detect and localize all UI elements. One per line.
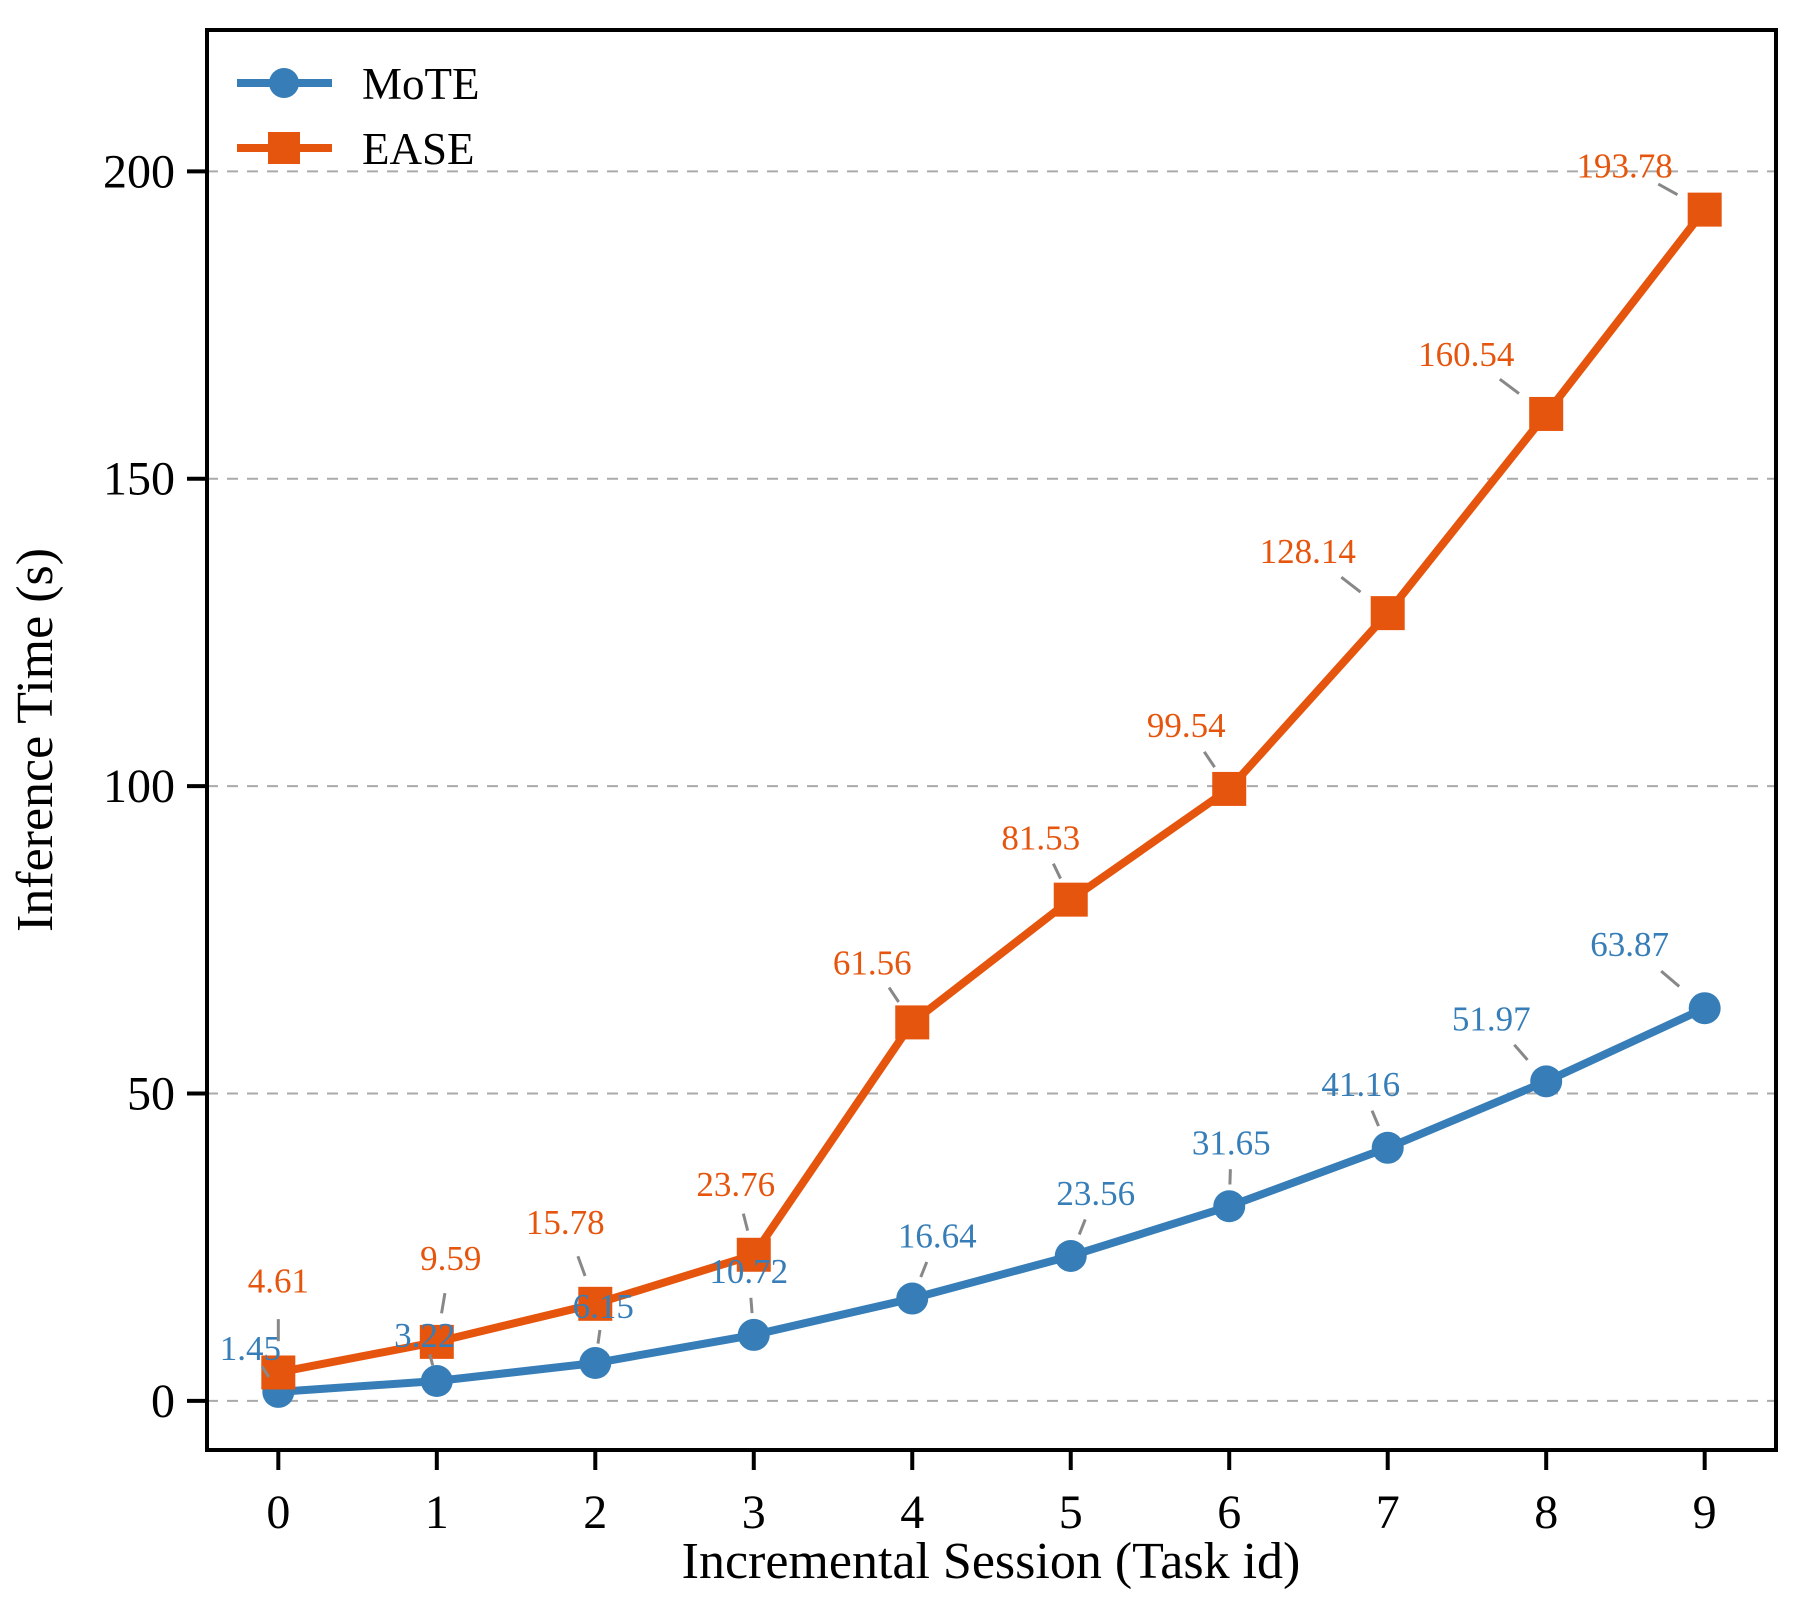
mote-point-6 — [1213, 1190, 1246, 1223]
mote-value-label-1: 3.22 — [394, 1316, 455, 1355]
ease-value-label-9: 193.78 — [1577, 147, 1673, 186]
ease-value-label-1: 9.59 — [420, 1239, 481, 1278]
mote-point-3 — [737, 1318, 770, 1351]
ease-point-3 — [736, 1237, 771, 1272]
ease-value-label-0: 4.61 — [248, 1261, 309, 1300]
ease-label-leader-5 — [1051, 863, 1062, 880]
ease-label-leader-1 — [440, 1292, 447, 1314]
mote-label-leader-7 — [1370, 1110, 1380, 1127]
series-ease — [261, 192, 1722, 1390]
ease-label-leader-7 — [1340, 575, 1362, 594]
mote-point-4 — [896, 1282, 929, 1315]
mote-value-label-8: 51.97 — [1452, 999, 1531, 1038]
x-tick-label-8: 8 — [1534, 1486, 1558, 1539]
mote-label-leader-0 — [260, 1365, 271, 1378]
y-tick-label-150: 150 — [103, 453, 175, 506]
legend-item-mote: MoTE — [237, 59, 480, 109]
point-labels-layer: 1.45 3.22 6.15 10.72 16.64 23.56 31.65 41.16 51.… — [220, 147, 1681, 1378]
mote-point-8 — [1530, 1065, 1563, 1098]
x-tick-label-1: 1 — [425, 1486, 449, 1539]
ease-point-5 — [1053, 882, 1088, 917]
ease-point-6 — [1212, 771, 1247, 806]
mote-point-5 — [1054, 1239, 1087, 1272]
ease-value-label-7: 128.14 — [1260, 532, 1356, 571]
mote-value-label-3: 10.72 — [709, 1252, 788, 1291]
ease-value-label-3: 23.76 — [696, 1165, 775, 1204]
grid-layer — [207, 170, 1776, 1402]
ticks-layer: 0 50 100 150 200 0 1 2 3 4 5 6 7 8 9 — [103, 145, 1717, 1539]
ease-value-label-8: 160.54 — [1418, 335, 1514, 374]
mote-circle-marker-icon — [269, 68, 299, 98]
x-tick-label-4: 4 — [900, 1486, 924, 1539]
mote-value-label-5: 23.56 — [1056, 1174, 1135, 1213]
ease-point-9 — [1687, 192, 1722, 227]
series-mote-line — [274, 1004, 1709, 1396]
ease-point-8 — [1529, 396, 1564, 431]
mote-value-label-2: 6.15 — [573, 1287, 634, 1326]
x-tick-label-0: 0 — [266, 1486, 290, 1539]
ease-square-marker-icon — [268, 132, 300, 164]
y-tick-label-0: 0 — [151, 1375, 175, 1428]
mote-label-leader-5 — [1077, 1218, 1087, 1236]
mote-label-leader-2 — [596, 1329, 602, 1344]
ease-point-1 — [419, 1324, 454, 1359]
mote-label-leader-4 — [919, 1261, 929, 1278]
ease-point-7 — [1370, 596, 1405, 631]
mote-point-7 — [1371, 1131, 1404, 1164]
mote-value-label-4: 16.64 — [898, 1217, 977, 1256]
ease-label-leader-9 — [1657, 182, 1679, 196]
mote-point-2 — [579, 1347, 612, 1380]
y-tick-label-200: 200 — [103, 145, 175, 198]
ease-point-2 — [578, 1286, 613, 1321]
ease-value-label-2: 15.78 — [526, 1203, 605, 1242]
mote-label-leader-1 — [428, 1353, 435, 1366]
series-ease-line — [274, 205, 1709, 1377]
mote-point-1 — [420, 1365, 453, 1398]
legend-item-ease: EASE — [237, 124, 475, 174]
ease-label-leader-4 — [887, 986, 900, 1003]
mote-label-leader-9 — [1660, 969, 1681, 988]
ease-value-label-5: 81.53 — [1001, 819, 1080, 858]
mote-point-9 — [1688, 992, 1721, 1025]
legend: MoTE EASE — [237, 59, 480, 174]
ease-value-label-4: 61.56 — [833, 943, 912, 982]
x-axis-title: Incremental Session (Task id) — [682, 1533, 1301, 1590]
ease-label-leader-6 — [1203, 750, 1216, 769]
series-mote — [262, 992, 1721, 1408]
mote-value-label-6: 31.65 — [1192, 1123, 1271, 1162]
x-tick-label-2: 2 — [583, 1486, 607, 1539]
plot-border — [205, 28, 1778, 1452]
ease-value-label-6: 99.54 — [1147, 706, 1226, 745]
legend-label-ease: EASE — [362, 124, 475, 174]
x-tick-label-3: 3 — [742, 1486, 766, 1539]
series-layer — [261, 192, 1722, 1408]
mote-label-leader-8 — [1513, 1043, 1529, 1061]
y-axis-title: Inference Time (s) — [7, 548, 64, 932]
ease-label-leader-2 — [576, 1255, 587, 1277]
x-tick-label-7: 7 — [1376, 1486, 1400, 1539]
mote-value-label-7: 41.16 — [1321, 1065, 1400, 1104]
y-tick-label-100: 100 — [103, 760, 175, 813]
ease-label-leader-8 — [1498, 377, 1520, 395]
ease-label-leader-3 — [741, 1213, 750, 1231]
x-tick-label-5: 5 — [1059, 1486, 1083, 1539]
y-tick-label-50: 50 — [127, 1067, 175, 1120]
mote-value-label-0: 1.45 — [220, 1329, 281, 1368]
mote-label-leader-3 — [749, 1297, 754, 1314]
ease-point-4 — [895, 1005, 930, 1040]
x-tick-label-9: 9 — [1693, 1486, 1717, 1539]
legend-label-mote: MoTE — [362, 59, 480, 109]
mote-value-label-9: 63.87 — [1590, 925, 1669, 964]
x-tick-label-6: 6 — [1217, 1486, 1241, 1539]
